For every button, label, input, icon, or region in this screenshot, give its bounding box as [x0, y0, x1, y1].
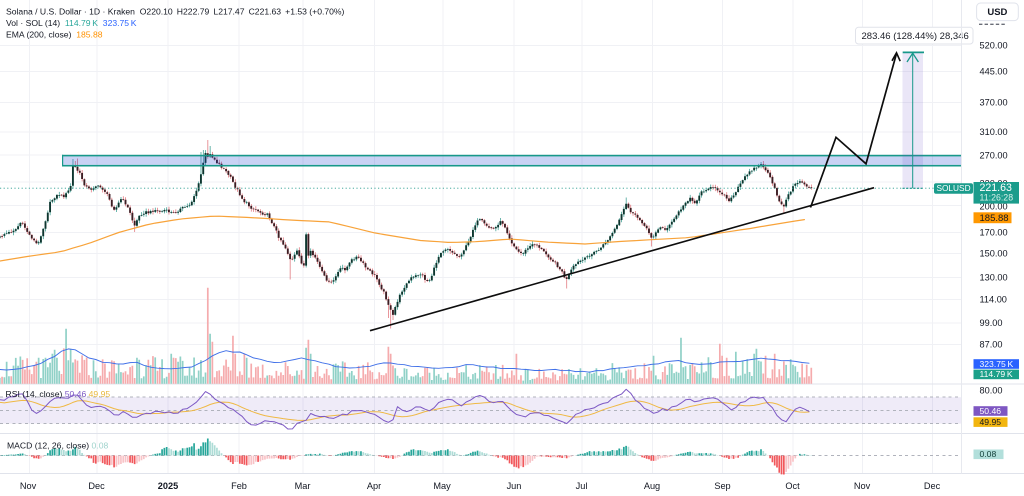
svg-text:114.00: 114.00 [980, 295, 1007, 305]
svg-text:80.00: 80.00 [980, 386, 1003, 396]
svg-text:2025: 2025 [158, 481, 178, 491]
svg-text:150.00: 150.00 [980, 249, 1008, 259]
svg-text:Apr: Apr [367, 481, 381, 491]
svg-text:520.00: 520.00 [980, 41, 1008, 51]
svg-text:49.95: 49.95 [980, 417, 1002, 427]
svg-text:Mar: Mar [295, 481, 311, 491]
svg-text:170.00: 170.00 [980, 228, 1008, 238]
svg-text:200.00: 200.00 [980, 202, 1008, 212]
svg-text:310.00: 310.00 [980, 127, 1008, 137]
svg-text:11:26:28: 11:26:28 [980, 193, 1014, 203]
svg-text:221.63: 221.63 [980, 182, 1013, 194]
svg-text:283.46 (128.44%) 28,346: 283.46 (128.44%) 28,346 [862, 31, 969, 42]
svg-text:Sep: Sep [714, 481, 730, 491]
svg-text:MACD (12, 26, close) 0.08: MACD (12, 26, close) 0.08 [7, 441, 108, 451]
svg-text:Jul: Jul [576, 481, 588, 491]
svg-text:Nov: Nov [854, 481, 871, 491]
svg-text:Vol · SOL (14) 114.79 K 323.: Vol · SOL (14) 114.79 K 323.75 K [6, 18, 137, 28]
svg-text:SOLUSD: SOLUSD [936, 183, 970, 193]
svg-text:114.79 K: 114.79 K [980, 369, 1013, 379]
svg-text:99.00: 99.00 [980, 318, 1003, 328]
svg-text:Dec: Dec [88, 481, 105, 491]
svg-text:USD: USD [987, 7, 1007, 18]
svg-text:87.00: 87.00 [980, 340, 1003, 350]
svg-text:130.00: 130.00 [980, 273, 1008, 283]
svg-text:Oct: Oct [785, 481, 800, 491]
svg-text:RSI (14, close) 50.46 49.95: RSI (14, close) 50.46 49.95 [6, 389, 111, 399]
svg-text:323.75 K: 323.75 K [980, 359, 1014, 369]
svg-text:185.88: 185.88 [980, 213, 1009, 224]
svg-text:0.08: 0.08 [980, 449, 997, 459]
svg-text:Feb: Feb [231, 481, 247, 491]
svg-text:270.00: 270.00 [980, 150, 1008, 160]
svg-text:Dec: Dec [924, 481, 941, 491]
svg-text:Solana / U.S. Dollar · 1D · Kr: Solana / U.S. Dollar · 1D · Kraken O220.… [6, 6, 345, 16]
svg-text:EMA (200, close) 185.88: EMA (200, close) 185.88 [6, 30, 103, 40]
svg-text:445.00: 445.00 [980, 67, 1008, 77]
svg-text:50.46: 50.46 [980, 406, 1002, 416]
svg-text:Jun: Jun [507, 481, 522, 491]
svg-text:Nov: Nov [20, 481, 37, 491]
svg-text:370.00: 370.00 [980, 98, 1008, 108]
svg-text:May: May [433, 481, 451, 491]
svg-text:Aug: Aug [644, 481, 660, 491]
